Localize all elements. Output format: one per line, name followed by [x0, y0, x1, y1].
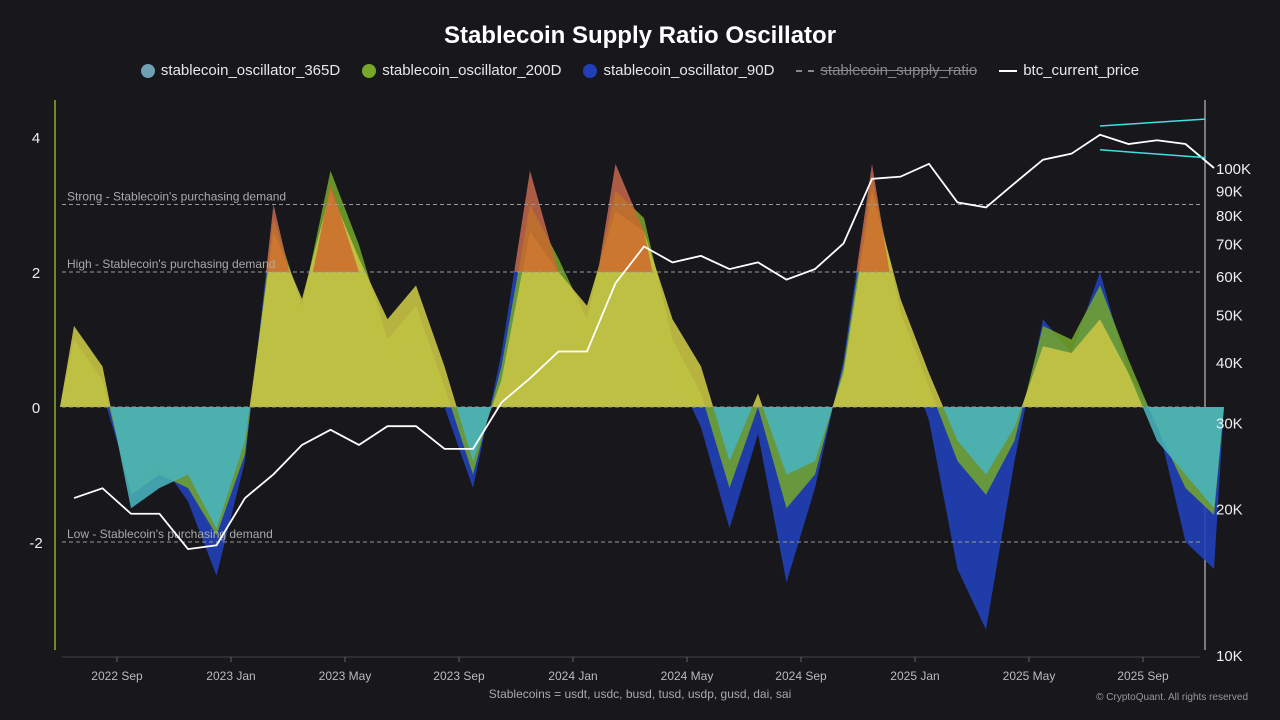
y-right-tick-label: 30K: [1216, 416, 1243, 433]
threshold-label: Low - Stablecoin's purchasing demand: [67, 527, 273, 541]
threshold-label: High - Stablecoin's purchasing demand: [67, 257, 275, 271]
legend-dash-icon: [796, 69, 815, 72]
y-right-tick-label: 70K: [1216, 236, 1243, 253]
copyright: © CryptoQuant. All rights reserved: [1096, 692, 1248, 703]
y-right-tick-label: 40K: [1216, 355, 1243, 372]
legend-label: btc_current_price: [1023, 62, 1140, 79]
legend-line-icon: [999, 69, 1018, 72]
legend-item-365d[interactable]: stablecoin_oscillator_365D: [140, 62, 341, 79]
y-right-tick-label: 100K: [1216, 161, 1251, 178]
legend-item-90d[interactable]: stablecoin_oscillator_90D: [583, 62, 774, 79]
legend-label: stablecoin_oscillator_365D: [160, 62, 341, 79]
legend-dot-icon: [583, 63, 598, 78]
legend-item-200d[interactable]: stablecoin_oscillator_200D: [362, 62, 561, 79]
y-left-tick-label: 0: [32, 400, 40, 417]
area-90d-high: [266, 164, 1100, 272]
btc-price-line: [73, 133, 1215, 551]
y-left-tick-label: 4: [32, 130, 40, 147]
threshold-label: Strong - Stablecoin's purchasing demand: [67, 190, 286, 204]
legend-item-btc-price[interactable]: btc_current_price: [999, 62, 1139, 79]
x-tick-label: 2025 Jan: [890, 669, 939, 683]
legend-dot-icon: [362, 63, 377, 78]
trendline: [1099, 118, 1206, 127]
y-right-tick-label: 50K: [1216, 308, 1243, 325]
x-tick-label: 2025 Sep: [1117, 669, 1169, 683]
y-right-tick-label: 60K: [1216, 269, 1243, 286]
y-right-tick-label: 10K: [1216, 648, 1243, 665]
x-tick-label: 2022 Sep: [91, 669, 143, 683]
chart-title: Stablecoin Supply Ratio Oscillator: [443, 22, 837, 49]
y-left-tick-label: -2: [29, 535, 42, 552]
legend: stablecoin_oscillator_365D stablecoin_os…: [0, 62, 1280, 79]
x-tick-label: 2024 Jan: [548, 669, 597, 683]
trendline: [1099, 149, 1206, 159]
x-tick-label: 2023 Jan: [206, 669, 255, 683]
legend-dot-icon: [140, 63, 155, 78]
area-365d-negative: [60, 407, 1224, 529]
x-tick-label: 2024 May: [661, 669, 714, 683]
x-tick-label: 2023 Sep: [433, 669, 485, 683]
x-tick-label: 2025 May: [1003, 669, 1056, 683]
y-right-tick-label: 90K: [1216, 183, 1243, 200]
x-tick-label: 2024 Sep: [775, 669, 827, 683]
legend-label: stablecoin_oscillator_200D: [382, 62, 562, 79]
y-right-tick-label: 20K: [1216, 501, 1243, 518]
y-left-tick-label: 2: [32, 265, 40, 282]
legend-label: stablecoin_oscillator_90D: [603, 62, 775, 79]
footnote: Stablecoins = usdt, usdc, busd, tusd, us…: [488, 687, 792, 701]
legend-label: stablecoin_supply_ratio: [820, 62, 978, 79]
x-tick-label: 2023 May: [319, 669, 372, 683]
legend-item-supply-ratio[interactable]: stablecoin_supply_ratio: [796, 62, 977, 79]
y-right-tick-label: 80K: [1216, 208, 1243, 225]
area-365d-positive: [60, 191, 1224, 407]
